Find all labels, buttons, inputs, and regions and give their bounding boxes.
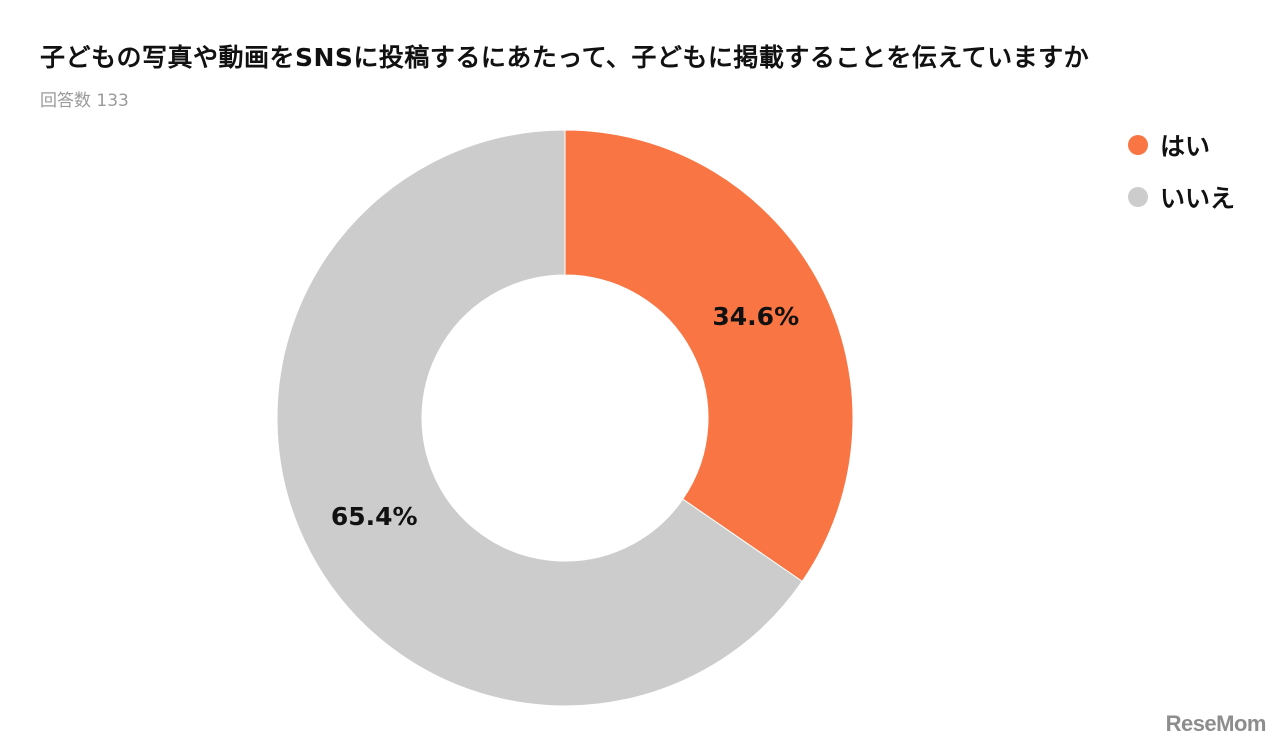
slice-no — [276, 129, 803, 707]
legend-item-yes: はい — [1128, 130, 1273, 161]
data-label-no: 65.4% — [331, 502, 418, 531]
chart-subtitle: 回答数 133 — [40, 91, 129, 111]
legend-swatch-no — [1128, 187, 1148, 207]
legend-label-no: いいえ — [1160, 184, 1236, 213]
legend-item-no: いいえ — [1128, 182, 1273, 213]
legend-swatch-yes — [1128, 135, 1148, 155]
resemom-logo: ReseMom — [1165, 711, 1267, 736]
chart-title: 子どもの写真や動画をSNSに投稿するにあたって、子どもに掲載することを伝えていま… — [40, 43, 1090, 72]
slice-yes — [564, 129, 854, 583]
legend-label-yes: はい — [1160, 132, 1211, 161]
legend: はい いいえ — [1128, 130, 1273, 234]
data-label-yes: 34.6% — [712, 302, 799, 331]
